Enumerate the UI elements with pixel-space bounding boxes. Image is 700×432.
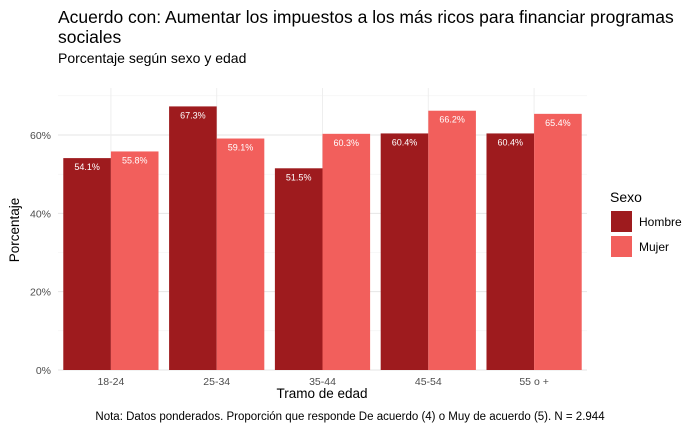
- bar-value-label: 51.5%: [286, 172, 312, 182]
- legend-label-mujer: Mujer: [639, 240, 669, 254]
- x-tick-label: 35-44: [309, 376, 336, 388]
- legend-title: Sexo: [610, 189, 642, 205]
- legend-swatch-mujer: [611, 236, 632, 257]
- bar-value-label: 67.3%: [180, 110, 206, 120]
- x-tick-label: 45-54: [415, 376, 442, 388]
- bar-hombre-0: [63, 158, 111, 370]
- bar-value-label: 66.2%: [439, 115, 465, 125]
- bar-value-label: 60.4%: [498, 137, 524, 147]
- legend-swatch-hombre: [611, 211, 632, 232]
- y-tick-label: 20%: [30, 287, 51, 299]
- bar-hombre-3: [380, 133, 429, 370]
- x-tick-label: 18-24: [97, 376, 124, 388]
- bar-mujer-4: [534, 113, 582, 370]
- chart-caption: Nota: Datos ponderados. Proporción que r…: [95, 411, 605, 423]
- bar-mujer-2: [322, 133, 371, 370]
- y-axis-title: Porcentaje: [7, 198, 22, 263]
- x-axis-title: Tramo de edad: [276, 386, 367, 401]
- legend-label-hombre: Hombre: [639, 215, 682, 229]
- chart-subtitle: Porcentaje según sexo y edad: [58, 50, 247, 66]
- bar-mujer-0: [110, 151, 159, 370]
- legend: Sexo Hombre Mujer: [610, 189, 682, 257]
- bar-value-label: 54.1%: [74, 162, 100, 172]
- bar-mujer-1: [216, 138, 265, 370]
- bar-value-label: 60.4%: [392, 137, 418, 147]
- y-axis-ticks: 0% 20% 40% 60%: [30, 130, 51, 377]
- chart-title: Acuerdo con: Aumentar los impuestos a lo…: [58, 7, 674, 47]
- y-tick-label: 40%: [30, 208, 51, 220]
- bar-value-label: 60.3%: [334, 138, 360, 148]
- bar-hombre-4: [486, 133, 535, 370]
- y-tick-label: 0%: [36, 365, 51, 377]
- x-tick-label: 55 o +: [519, 376, 549, 388]
- bar-value-label: 65.4%: [545, 118, 571, 128]
- bar-value-label: 59.1%: [228, 143, 254, 153]
- bar-mujer-3: [428, 110, 476, 370]
- bar-hombre-1: [169, 106, 217, 371]
- bars: 54.1% 55.8% 67.3% 59.1% 51.5% 60.3% 60.4% 66.2%…: [63, 106, 582, 371]
- x-tick-label: 25-34: [203, 376, 230, 388]
- y-tick-label: 60%: [30, 130, 51, 142]
- bar-hombre-2: [274, 168, 323, 370]
- bar-value-label: 55.8%: [122, 155, 148, 165]
- x-axis-ticks: 18-24 25-34 35-44 45-54 55 o +: [97, 376, 548, 388]
